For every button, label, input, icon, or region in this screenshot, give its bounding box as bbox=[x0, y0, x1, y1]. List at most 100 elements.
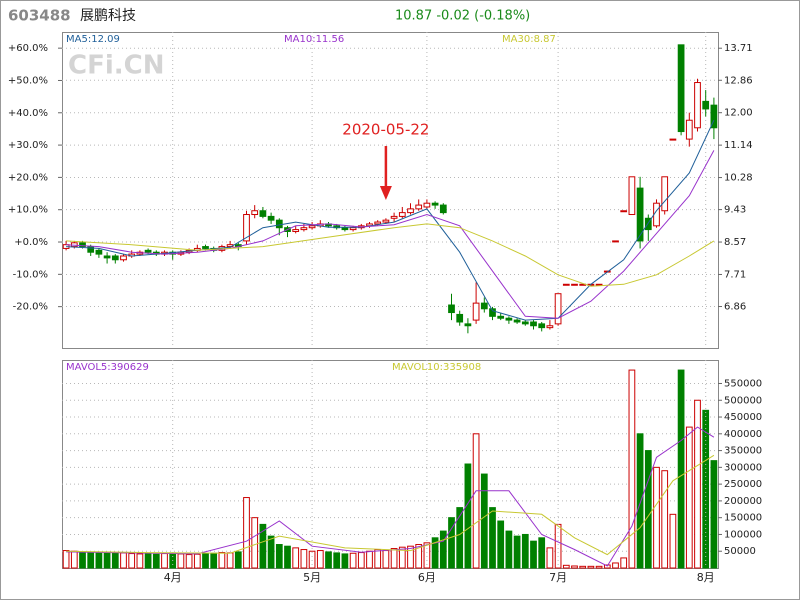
tick-label: +30.0% bbox=[8, 140, 48, 151]
tick-label: -20.0% bbox=[13, 302, 48, 313]
volume-bar bbox=[431, 537, 439, 569]
volume-bar bbox=[144, 552, 152, 569]
volume-bar bbox=[341, 553, 349, 569]
annotation: 2020-05-22 bbox=[342, 121, 429, 139]
candle-body bbox=[513, 319, 521, 323]
candle-body bbox=[308, 225, 316, 229]
volume-bar bbox=[357, 552, 365, 569]
tick-label: 450000 bbox=[724, 412, 762, 423]
legend-label: MAVOL10:335908 bbox=[392, 362, 481, 373]
volume-bar bbox=[218, 552, 226, 569]
candle-body bbox=[423, 202, 431, 208]
volume-bar bbox=[267, 535, 275, 569]
candle-body bbox=[292, 229, 300, 232]
volume-bar bbox=[120, 552, 127, 569]
tick-label: 8.57 bbox=[724, 237, 746, 248]
volume-bar bbox=[464, 463, 472, 569]
candle-body bbox=[415, 204, 423, 210]
tick-label: +20.0% bbox=[8, 172, 48, 183]
volume-panel bbox=[62, 360, 719, 569]
candle-body bbox=[456, 313, 464, 323]
x-tick-label: 8月 bbox=[697, 571, 715, 584]
candle-body bbox=[448, 304, 455, 314]
candle-body bbox=[398, 212, 406, 217]
candle-body bbox=[538, 323, 546, 329]
candle-body bbox=[275, 219, 283, 229]
volume-bar bbox=[103, 552, 111, 569]
tick-label: 300000 bbox=[724, 462, 762, 473]
candle-body bbox=[431, 202, 439, 206]
candle-body bbox=[702, 100, 710, 110]
candle-body bbox=[571, 283, 578, 286]
candle-body bbox=[259, 210, 267, 217]
volume-bar bbox=[128, 553, 136, 569]
tick-label: 350000 bbox=[724, 446, 762, 457]
volume-bar bbox=[284, 545, 291, 569]
volume-bar bbox=[530, 540, 537, 569]
volume-bar bbox=[234, 551, 242, 569]
volume-bar bbox=[210, 552, 218, 569]
candle-body bbox=[546, 325, 554, 329]
tick-label: 11.14 bbox=[724, 140, 753, 151]
candle-body bbox=[95, 249, 103, 255]
tick-label: 500000 bbox=[724, 395, 762, 406]
volume-bar bbox=[710, 460, 718, 569]
volume-bar bbox=[628, 369, 636, 569]
tick-label: 7.71 bbox=[724, 269, 746, 280]
legend-label: MA30:8.87 bbox=[502, 34, 556, 45]
volume-bar bbox=[480, 473, 488, 569]
volume-bar bbox=[677, 369, 685, 569]
candle-body bbox=[521, 321, 529, 325]
candle-body bbox=[620, 210, 628, 213]
volume-bar bbox=[694, 399, 701, 569]
volume-bar bbox=[374, 549, 382, 569]
volume-bar bbox=[87, 551, 95, 569]
volume-bar bbox=[308, 550, 316, 569]
volume-bar bbox=[513, 535, 521, 569]
legend-label: MAVOL5:390629 bbox=[66, 362, 149, 373]
volume-bar bbox=[136, 553, 144, 569]
candle-body bbox=[677, 44, 685, 133]
candle-body bbox=[489, 308, 496, 317]
stock-code: 603488 bbox=[8, 7, 71, 25]
x-tick-label: 7月 bbox=[549, 571, 567, 584]
x-tick-label: 4月 bbox=[164, 571, 182, 584]
volume-bar bbox=[161, 553, 168, 569]
candle-body bbox=[79, 242, 86, 248]
volume-bar bbox=[325, 551, 332, 569]
tick-label: 10.28 bbox=[724, 173, 753, 184]
candle-body bbox=[374, 221, 382, 225]
volume-bar bbox=[226, 552, 234, 569]
ma-line bbox=[66, 119, 715, 321]
tick-label: +50.0% bbox=[8, 75, 48, 86]
candle-body bbox=[390, 215, 398, 219]
candle-body bbox=[300, 227, 308, 231]
candle-body bbox=[144, 249, 152, 253]
candle-body bbox=[612, 240, 619, 243]
candle-body bbox=[120, 255, 127, 261]
volume-bar bbox=[562, 564, 570, 569]
volume-bar bbox=[489, 507, 496, 569]
volume-bar bbox=[423, 542, 431, 569]
tick-label: 250000 bbox=[724, 479, 762, 490]
candle-body bbox=[202, 246, 209, 249]
volume-bar bbox=[62, 550, 70, 569]
tick-label: 150000 bbox=[724, 513, 762, 524]
volume-bar bbox=[595, 565, 603, 569]
candle-body bbox=[267, 215, 275, 221]
volume-bar bbox=[349, 552, 357, 569]
candle-body bbox=[382, 219, 390, 223]
candle-body bbox=[349, 227, 357, 231]
candle-body bbox=[661, 176, 669, 212]
volume-bar bbox=[472, 433, 480, 569]
candle-body bbox=[554, 293, 562, 325]
volume-bar bbox=[177, 553, 185, 569]
volume-bar bbox=[439, 530, 447, 569]
volume-bar bbox=[448, 517, 455, 569]
volume-bar bbox=[554, 523, 562, 569]
volume-bar bbox=[497, 520, 505, 569]
volume-bar bbox=[415, 544, 423, 569]
volume-bar bbox=[152, 553, 160, 569]
